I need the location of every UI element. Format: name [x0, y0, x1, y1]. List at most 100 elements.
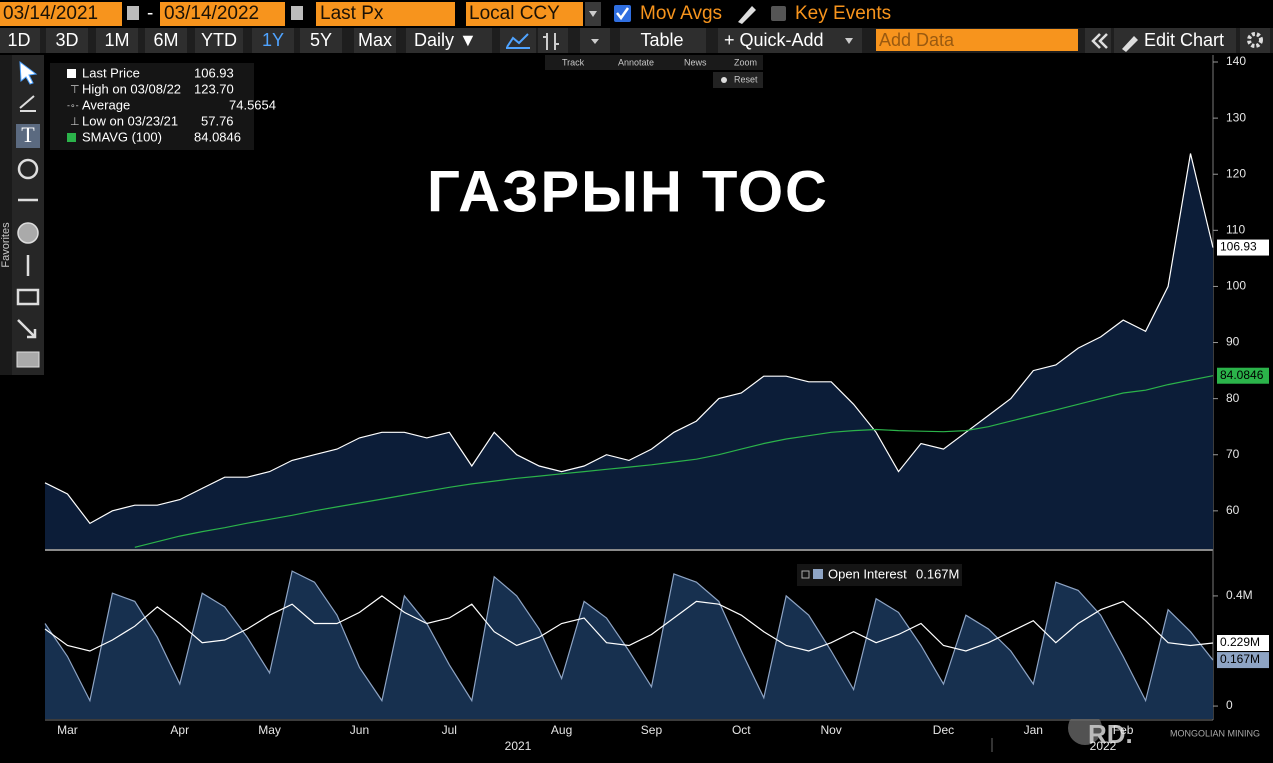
separator: -: [147, 3, 153, 24]
y-tick-label: 70: [1226, 447, 1240, 461]
key-events: Key Events: [795, 3, 891, 24]
collapse-button[interactable]: [1085, 28, 1111, 53]
x-tick-label: Nov: [820, 723, 841, 737]
period-button[interactable]: [0, 28, 40, 53]
frequency-button[interactable]: [406, 28, 492, 53]
value-tag-bg: [1217, 635, 1269, 652]
period-button[interactable]: [252, 28, 294, 53]
chart-title: ГАЗРЫН ТОС: [427, 159, 829, 224]
line: [44, 595, 1214, 652]
svg-text:⊥: ⊥: [70, 116, 80, 128]
end-date: 03/14/2022: [164, 3, 259, 24]
x-tick-label: Jun: [350, 723, 369, 737]
period: YTD: [201, 30, 237, 50]
period: 1M: [104, 30, 129, 50]
watermark-logo: RD.: [1088, 719, 1133, 749]
reset: Reset: [734, 74, 758, 84]
currency: Local CCY: [469, 3, 560, 24]
area-line: [44, 570, 1214, 703]
y-tick-label: 140: [1226, 54, 1246, 68]
y-tick-label: 90: [1226, 335, 1240, 349]
year-label: 2022: [1090, 739, 1117, 753]
frequency: Daily ▼: [414, 30, 477, 50]
y-tick-label: 0: [1226, 698, 1233, 712]
line-chart-button[interactable]: [500, 28, 536, 53]
period-button[interactable]: [145, 28, 187, 53]
mode: Zoom: [734, 57, 757, 67]
legend-value: 57.76: [201, 113, 234, 128]
calendar-icon[interactable]: [127, 6, 139, 20]
period: 1Y: [262, 30, 284, 50]
x-tick-label: Sep: [641, 723, 663, 737]
reset-button[interactable]: [713, 72, 763, 88]
svg-text:-∘-: -∘-: [67, 100, 79, 110]
value-tag: 84.0846: [1220, 368, 1264, 382]
start-date-box[interactable]: [0, 2, 122, 26]
legend: [797, 564, 962, 586]
period-button[interactable]: [195, 28, 243, 53]
tool-palette: [12, 55, 44, 375]
settings-button[interactable]: [1240, 28, 1270, 53]
period-button[interactable]: [300, 28, 342, 53]
legend-value: 0.167M: [916, 566, 959, 581]
x-tick-label: Dec: [933, 723, 954, 737]
legend-name: High on 03/08/22: [82, 81, 181, 96]
legend-name: Average: [82, 97, 130, 112]
x-tick-label: May: [258, 723, 281, 737]
area-line: [44, 153, 1214, 525]
favorites: Favorites: [0, 222, 12, 268]
bar-chart-button[interactable]: [538, 28, 568, 53]
y-tick-label: 60: [1226, 503, 1240, 517]
period-button[interactable]: [46, 28, 88, 53]
x-tick-label: Jul: [442, 723, 457, 737]
legend-name: Open Interest: [828, 566, 907, 581]
calendar-icon[interactable]: [291, 6, 303, 20]
value-tag: 106.93: [1220, 240, 1257, 254]
mode: Track: [562, 57, 585, 67]
legend-value: 106.93: [194, 65, 234, 80]
value-tag: 0.229M: [1220, 635, 1260, 649]
x-tick-label: Aug: [551, 723, 572, 737]
table-button[interactable]: [620, 28, 706, 53]
legend: [50, 63, 254, 150]
value-tag-bg: [1217, 652, 1269, 669]
legend-value: 84.0846: [194, 129, 241, 144]
period: 3D: [55, 30, 78, 50]
x-tick-label: Jan: [1024, 723, 1043, 737]
y-tick-label: 0.4M: [1226, 588, 1253, 602]
price-field: Last Px: [320, 3, 384, 24]
mode: News: [684, 57, 707, 67]
quick-add-button[interactable]: [718, 28, 862, 53]
y-tick-label: 80: [1226, 391, 1240, 405]
value-tag-bg: [1217, 367, 1269, 384]
svg-text:T: T: [21, 122, 35, 147]
period: 1D: [7, 30, 30, 50]
area-fill: [45, 153, 1213, 549]
currency-box[interactable]: [466, 2, 583, 26]
period-button[interactable]: [354, 28, 396, 53]
end-date-box[interactable]: [160, 2, 285, 26]
year-label: 2021: [505, 739, 532, 753]
legend-name: Last Price: [82, 65, 140, 80]
legend-name: SMAVG (100): [82, 129, 162, 144]
legend-value: 123.70: [194, 81, 234, 96]
y-tick-label: 120: [1226, 166, 1246, 180]
period: 5Y: [310, 30, 332, 50]
add-data: Add Data: [879, 30, 955, 50]
mode: Annotate: [618, 57, 654, 67]
price-field-box[interactable]: [316, 2, 455, 26]
line: [134, 375, 1214, 548]
x-tick-label: Mar: [57, 723, 78, 737]
key-events-checkbox[interactable]: [771, 6, 786, 21]
add-data-input[interactable]: [876, 29, 1078, 51]
value-tag: 0.167M: [1220, 652, 1260, 666]
watermark: MONGOLIAN MINING: [1170, 728, 1260, 738]
start-date: 03/14/2021: [3, 3, 98, 24]
mov-avgs: Mov Avgs: [640, 3, 722, 24]
table: Table: [640, 30, 683, 50]
x-tick-label: Feb: [1113, 723, 1134, 737]
value-tag-bg: [1217, 239, 1269, 256]
svg-text:⊤: ⊤: [70, 84, 80, 96]
period-button[interactable]: [96, 28, 138, 53]
